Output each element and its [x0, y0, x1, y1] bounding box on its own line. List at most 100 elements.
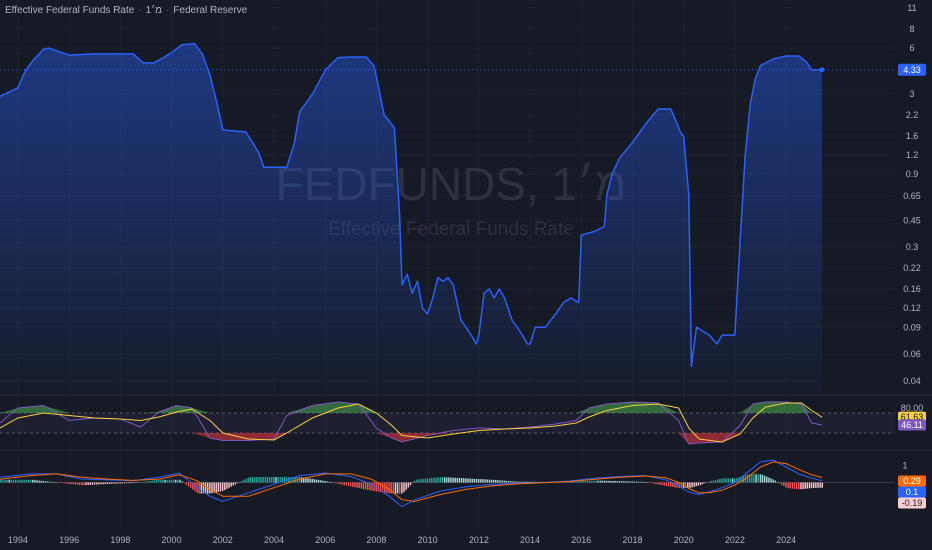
macd-histogram-bar	[475, 478, 478, 483]
macd-histogram-bar	[157, 479, 160, 483]
time-tick-label: 2000	[162, 535, 182, 545]
macd-histogram-bar	[631, 481, 634, 483]
macd-histogram-bar	[373, 482, 375, 492]
macd-histogram-bar	[443, 477, 446, 483]
macd-histogram-bar	[798, 482, 800, 490]
macd-histogram-bar	[268, 477, 271, 483]
price-tick-label: 0.45	[903, 215, 921, 225]
macd-histogram-bar	[704, 482, 706, 484]
macd-histogram-bar	[390, 482, 392, 494]
macd-histogram-bar	[177, 479, 179, 483]
macd-histogram-bar	[251, 477, 254, 483]
macd-histogram-bar	[134, 482, 136, 483]
macd-histogram-bar	[55, 482, 57, 483]
price-axis[interactable]: 11 8 6 3 2.2 1.6 1.2 0.9 0.65 0.45 0.3 0.22 0.16 0.12…	[898, 3, 926, 509]
macd-histogram-bar	[360, 482, 363, 489]
rsi-pane[interactable]	[0, 401, 895, 445]
macd-tick-label: 1	[902, 460, 907, 470]
macd-histogram-bar	[629, 481, 631, 483]
macd-histogram-bar	[377, 482, 380, 492]
rsi-overbought-fill	[286, 405, 313, 413]
macd-histogram-bar	[428, 478, 431, 483]
price-tick-label: 8	[909, 24, 914, 34]
macd-histogram-bar	[40, 480, 42, 483]
macd-histogram-bar	[236, 482, 239, 484]
macd-histogram-bar	[108, 482, 111, 484]
rsi-value-label: 46.11	[901, 420, 923, 430]
macd-value-badge	[898, 486, 926, 498]
time-tick-label: 2010	[418, 535, 438, 545]
macd-histogram-bar	[623, 481, 625, 483]
macd-histogram-bar	[53, 482, 55, 483]
rsi-overbought-fill	[632, 402, 659, 413]
rsi-oversold-fill	[699, 433, 723, 443]
time-tick-label: 2020	[674, 535, 694, 545]
macd-histogram-bar	[339, 482, 341, 485]
macd-histogram-bar	[482, 479, 484, 483]
macd-histogram-bar	[239, 482, 241, 483]
macd-histogram-bar	[142, 481, 145, 483]
macd-histogram-bar	[91, 482, 94, 485]
price-tick-label: 0.3	[906, 242, 919, 252]
macd-histogram-bar	[27, 479, 30, 483]
macd-histogram-bar	[819, 482, 821, 488]
macd-histogram-bar	[102, 482, 104, 485]
macd-histogram-bar	[315, 479, 318, 483]
time-tick-label: 2002	[213, 535, 233, 545]
macd-histogram-bar	[603, 480, 606, 483]
macd-histogram-bar	[413, 480, 416, 483]
macd-histogram-bar	[367, 482, 369, 490]
macd-value-label: 0.29	[903, 476, 921, 486]
macd-histogram-bar	[264, 477, 267, 483]
macd-histogram-bar	[230, 482, 232, 487]
macd-histogram-bar	[192, 482, 194, 490]
macd-histogram-bar	[531, 481, 533, 483]
last-value-dot	[819, 67, 825, 73]
macd-histogram-bar	[125, 482, 128, 484]
macd-histogram-bar	[772, 479, 774, 483]
macd-histogram-bar	[64, 482, 66, 484]
time-tick-label: 2022	[725, 535, 745, 545]
macd-histogram-bar	[610, 480, 612, 483]
macd-histogram-bar	[580, 481, 582, 483]
macd-histogram-bar	[85, 482, 87, 486]
rsi-overbought-fill	[43, 405, 70, 413]
macd-histogram-bar	[516, 481, 518, 483]
macd-histogram-bar	[712, 480, 715, 483]
macd-histogram-bar	[608, 480, 610, 483]
macd-histogram-bar	[138, 482, 141, 483]
time-axis[interactable]: 1994 1996 1998 2000 2002 2004 2006 2008 2010 2012…	[8, 535, 796, 545]
rsi-overbought-fill	[658, 403, 679, 413]
time-tick-label: 1996	[59, 535, 79, 545]
macd-histogram-bar	[328, 481, 331, 483]
macd-histogram-bar	[463, 478, 465, 483]
price-tick-label: 11	[907, 3, 916, 13]
macd-histogram-bar	[160, 479, 162, 483]
macd-histogram-bar	[362, 482, 365, 490]
macd-histogram-bar	[601, 480, 604, 483]
macd-histogram-bar	[256, 477, 258, 483]
macd-pane[interactable]	[0, 459, 895, 508]
macd-histogram-bar	[381, 482, 384, 493]
main-pane[interactable]	[0, 43, 895, 393]
price-tick-label: 0.06	[903, 349, 921, 359]
macd-histogram-bar	[452, 477, 454, 483]
macd-histogram-bar	[405, 482, 407, 490]
macd-histogram-bar	[770, 478, 772, 483]
macd-histogram-bar	[155, 480, 158, 483]
header-separator: ·	[165, 5, 170, 16]
macd-histogram-bar	[524, 481, 527, 483]
macd-histogram-bar	[813, 482, 815, 488]
macd-histogram-bar	[588, 480, 591, 483]
macd-histogram-bar	[501, 480, 503, 483]
macd-histogram-bar	[6, 479, 8, 483]
macd-histogram-bar	[132, 482, 134, 484]
macd-value-label: -0.19	[902, 498, 923, 508]
macd-histogram-bar	[665, 482, 668, 487]
macd-line	[0, 459, 823, 508]
macd-histogram-bar	[241, 480, 243, 483]
macd-histogram-bar	[352, 482, 354, 487]
macd-histogram-bar	[729, 478, 732, 483]
rsi-oversold-fill	[402, 433, 428, 442]
